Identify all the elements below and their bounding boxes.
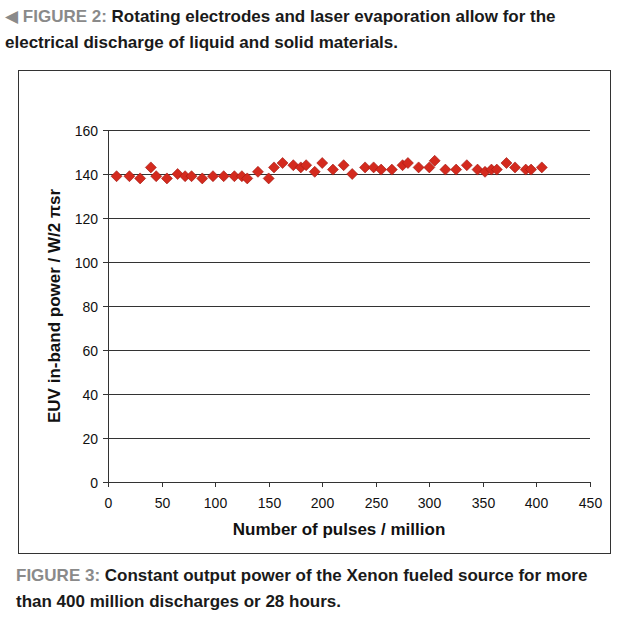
point — [327, 164, 338, 175]
x-axis-title: Number of pulses / million — [233, 520, 446, 539]
x-tick-label: 450 — [579, 495, 603, 511]
marks — [111, 155, 547, 184]
point — [526, 164, 537, 175]
x-tick — [590, 482, 591, 487]
point — [161, 173, 172, 184]
x-tick-label: 250 — [365, 495, 389, 511]
point — [151, 171, 162, 182]
point — [207, 171, 218, 182]
x-tick-label: 200 — [311, 495, 335, 511]
point — [252, 166, 263, 177]
x-axis — [108, 482, 590, 483]
chart-frame — [19, 71, 611, 554]
y-tick-label: 80 — [82, 299, 98, 315]
y-tick-label: 60 — [82, 343, 98, 359]
grid-line — [108, 438, 590, 439]
caption-label: FIGURE 3: — [16, 566, 100, 585]
y-tick — [103, 394, 108, 395]
grid-line — [108, 306, 590, 307]
x-tick-label: 300 — [418, 495, 442, 511]
point — [402, 158, 413, 169]
y-tick — [103, 482, 108, 483]
y-tick-label: 120 — [75, 211, 99, 227]
y-tick-label: 40 — [82, 387, 98, 403]
point — [197, 173, 208, 184]
point — [451, 164, 462, 175]
point — [510, 162, 521, 173]
y-tick-label: 20 — [82, 431, 98, 447]
y-tick — [103, 438, 108, 439]
point — [461, 160, 472, 171]
y-tick — [103, 130, 108, 131]
point — [218, 171, 229, 182]
point — [386, 164, 397, 175]
caption-text: Constant output power of the Xenon fuele… — [16, 566, 587, 611]
grid-line — [108, 262, 590, 263]
x-tick-label: 0 — [105, 495, 113, 511]
y-tick-label: 160 — [75, 123, 99, 139]
y-axis-title: EUV in-band power / W/2 πsr — [45, 189, 64, 423]
point — [413, 162, 424, 173]
point — [309, 166, 320, 177]
x-tick-label: 350 — [472, 495, 496, 511]
y-tick — [103, 350, 108, 351]
point — [242, 173, 253, 184]
point — [111, 171, 122, 182]
y-tick-label: 140 — [75, 167, 99, 183]
y-tick — [103, 174, 108, 175]
point — [440, 164, 451, 175]
point — [263, 173, 274, 184]
point — [135, 173, 146, 184]
point — [429, 155, 440, 166]
grid-line — [108, 394, 590, 395]
grid-line — [108, 130, 590, 131]
y-tick-label: 0 — [90, 475, 98, 491]
x-tick-label: 400 — [525, 495, 549, 511]
caption-label: ◀ FIGURE 2: — [5, 7, 107, 26]
grid-line — [108, 218, 590, 219]
point — [376, 164, 387, 175]
y-tick-label: 100 — [75, 255, 99, 271]
point — [491, 164, 502, 175]
grid-line — [108, 482, 590, 483]
caption-bottom: FIGURE 3: Constant output power of the X… — [16, 563, 616, 615]
y-tick — [103, 306, 108, 307]
x-tick-label: 100 — [204, 495, 228, 511]
y-tick — [103, 262, 108, 263]
y-axis — [108, 130, 109, 482]
point — [301, 160, 312, 171]
point — [186, 171, 197, 182]
point — [277, 158, 288, 169]
point — [347, 169, 358, 180]
point — [317, 158, 328, 169]
x-tick-label: 150 — [258, 495, 282, 511]
y-tick — [103, 218, 108, 219]
point — [338, 160, 349, 171]
chart: 0 20 40 60 80 100 120 140 160 0 50 100 150 200 250 300 3… — [0, 0, 626, 621]
caption-top: ◀ FIGURE 2: Rotating electrodes and lase… — [5, 4, 617, 56]
point — [536, 162, 547, 173]
point — [124, 171, 135, 182]
point — [145, 162, 156, 173]
grid-line — [108, 350, 590, 351]
x-tick-label: 50 — [155, 495, 171, 511]
